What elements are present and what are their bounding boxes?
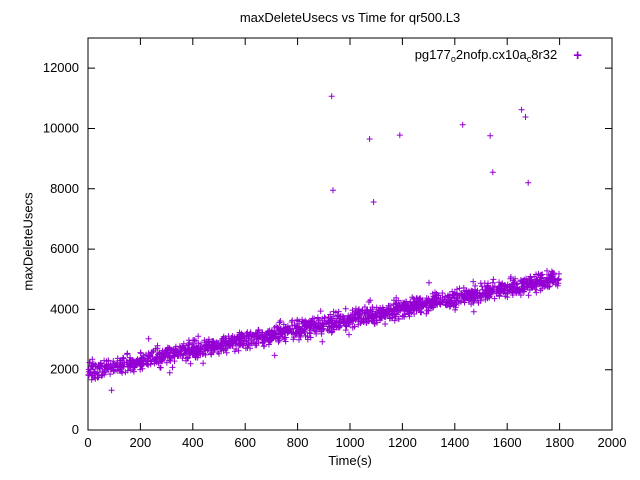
x-tick-label: 200 [130,435,152,450]
x-tick-label: 1800 [545,435,574,450]
data-points [85,93,562,394]
x-axis-label: Time(s) [328,453,372,468]
y-tick-label: 2000 [50,362,79,377]
x-tick-label: 1200 [388,435,417,450]
x-tick-label: 1400 [440,435,469,450]
y-tick-label: 4000 [50,301,79,316]
y-tick-label: 10000 [43,120,79,135]
x-tick-label: 800 [287,435,309,450]
legend-plus-marker: + [573,47,582,64]
x-tick-label: 1600 [493,435,522,450]
x-tick-label: 0 [84,435,91,450]
y-tick-label: 12000 [43,60,79,75]
x-tick-label: 1000 [336,435,365,450]
y-tick-label: 8000 [50,181,79,196]
y-tick-label: 6000 [50,241,79,256]
legend-label: pg177o2nofp.cx10ac8r32 [414,47,558,64]
y-tick-label: 0 [72,422,79,437]
plot-border [87,37,613,431]
chart-title: maxDeleteUsecs vs Time for qr500.L3 [239,10,461,25]
x-tick-label: 2000 [598,435,627,450]
axis-ticks [87,38,613,431]
x-tick-label: 600 [234,435,256,450]
x-tick-label: 400 [182,435,204,450]
y-axis-label: maxDeleteUsecs [20,192,36,291]
legend: pg177o2nofp.cx10ac8r32 + [415,47,582,64]
